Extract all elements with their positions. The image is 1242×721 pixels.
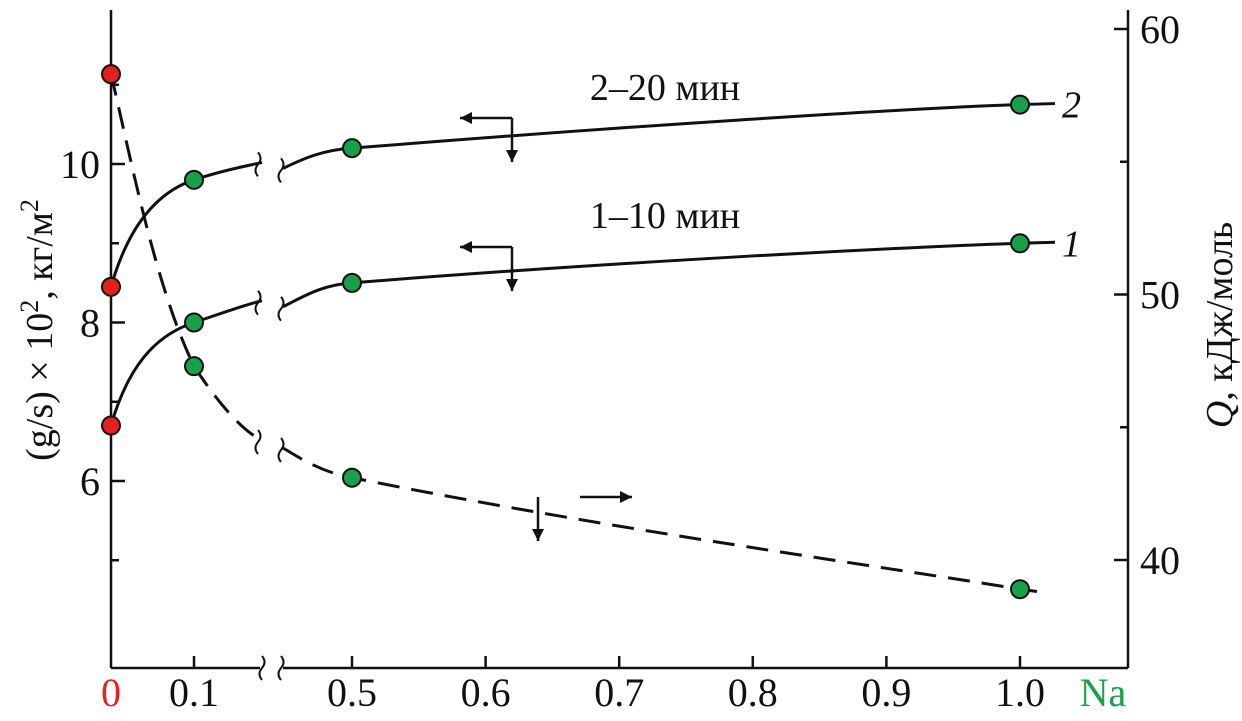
arrowhead xyxy=(506,279,518,291)
x-tick-label: 0.5 xyxy=(327,670,377,715)
curve-break-mark xyxy=(254,290,262,316)
series-label-1: 1 xyxy=(1062,223,1081,265)
labels: 0 0.1 0.5 0.6 0.7 0.8 0.9 1.0 Na 6 8 10 40 50 60 (g/s) … xyxy=(15,7,1241,715)
series-q-curve-right xyxy=(282,446,1043,594)
right-tick-label: 40 xyxy=(1140,538,1180,583)
series-annotation: 2–20 мин xyxy=(590,67,740,109)
arrowhead xyxy=(620,491,632,503)
series-label-2: 2 xyxy=(1062,85,1081,127)
series-1-curve-right xyxy=(282,240,1056,309)
data-point xyxy=(342,138,362,159)
axes xyxy=(109,10,1130,681)
x-axis-break-mark xyxy=(277,655,285,681)
x-tick-label: 0.8 xyxy=(728,670,778,715)
left-tick-label: 10 xyxy=(60,142,100,187)
x-tick-label: 0.1 xyxy=(169,670,219,715)
curve-break-mark xyxy=(254,429,262,455)
curve-break-mark xyxy=(277,157,285,184)
right-axis-title: Q, кДж/моль xyxy=(1199,222,1241,429)
arrowhead xyxy=(506,150,518,162)
data-point xyxy=(101,64,121,85)
data-point xyxy=(184,169,204,190)
data-point xyxy=(184,356,204,377)
series-annotation: 1–10 мин xyxy=(590,195,740,237)
right-tick-label: 60 xyxy=(1140,7,1180,52)
data-point xyxy=(184,312,204,333)
data-point xyxy=(101,276,121,297)
x-axis-break-mark xyxy=(258,655,266,681)
data-point xyxy=(101,415,121,436)
right-tick-label: 50 xyxy=(1140,273,1180,318)
left-axis-title: (g/s) × 102, кг/м2 xyxy=(15,199,61,461)
arrowhead xyxy=(460,241,472,253)
x-tick-label: 0 xyxy=(101,670,121,715)
curve-break-mark xyxy=(254,151,262,178)
curve-break-mark xyxy=(277,437,285,463)
data-point xyxy=(1010,233,1030,254)
x-axis-label: Na xyxy=(1080,670,1127,715)
data-point xyxy=(1010,579,1030,600)
left-tick-label: 8 xyxy=(80,301,100,346)
data-point xyxy=(342,467,362,488)
x-tick-label: 1.0 xyxy=(995,670,1045,715)
points xyxy=(101,64,1030,600)
x-tick-label: 0.9 xyxy=(861,670,911,715)
series-q-curve-left xyxy=(109,73,263,442)
x-tick-label: 0.6 xyxy=(461,670,511,715)
curve-break-mark xyxy=(277,296,285,322)
arrowhead xyxy=(532,529,544,541)
arrowhead xyxy=(460,112,472,124)
left-tick-label: 6 xyxy=(80,459,100,504)
series-2-curve-right xyxy=(282,102,1056,170)
x-tick-label: 0.7 xyxy=(594,670,644,715)
data-point xyxy=(342,272,362,293)
curves xyxy=(109,73,1056,594)
data-point xyxy=(1010,94,1030,115)
